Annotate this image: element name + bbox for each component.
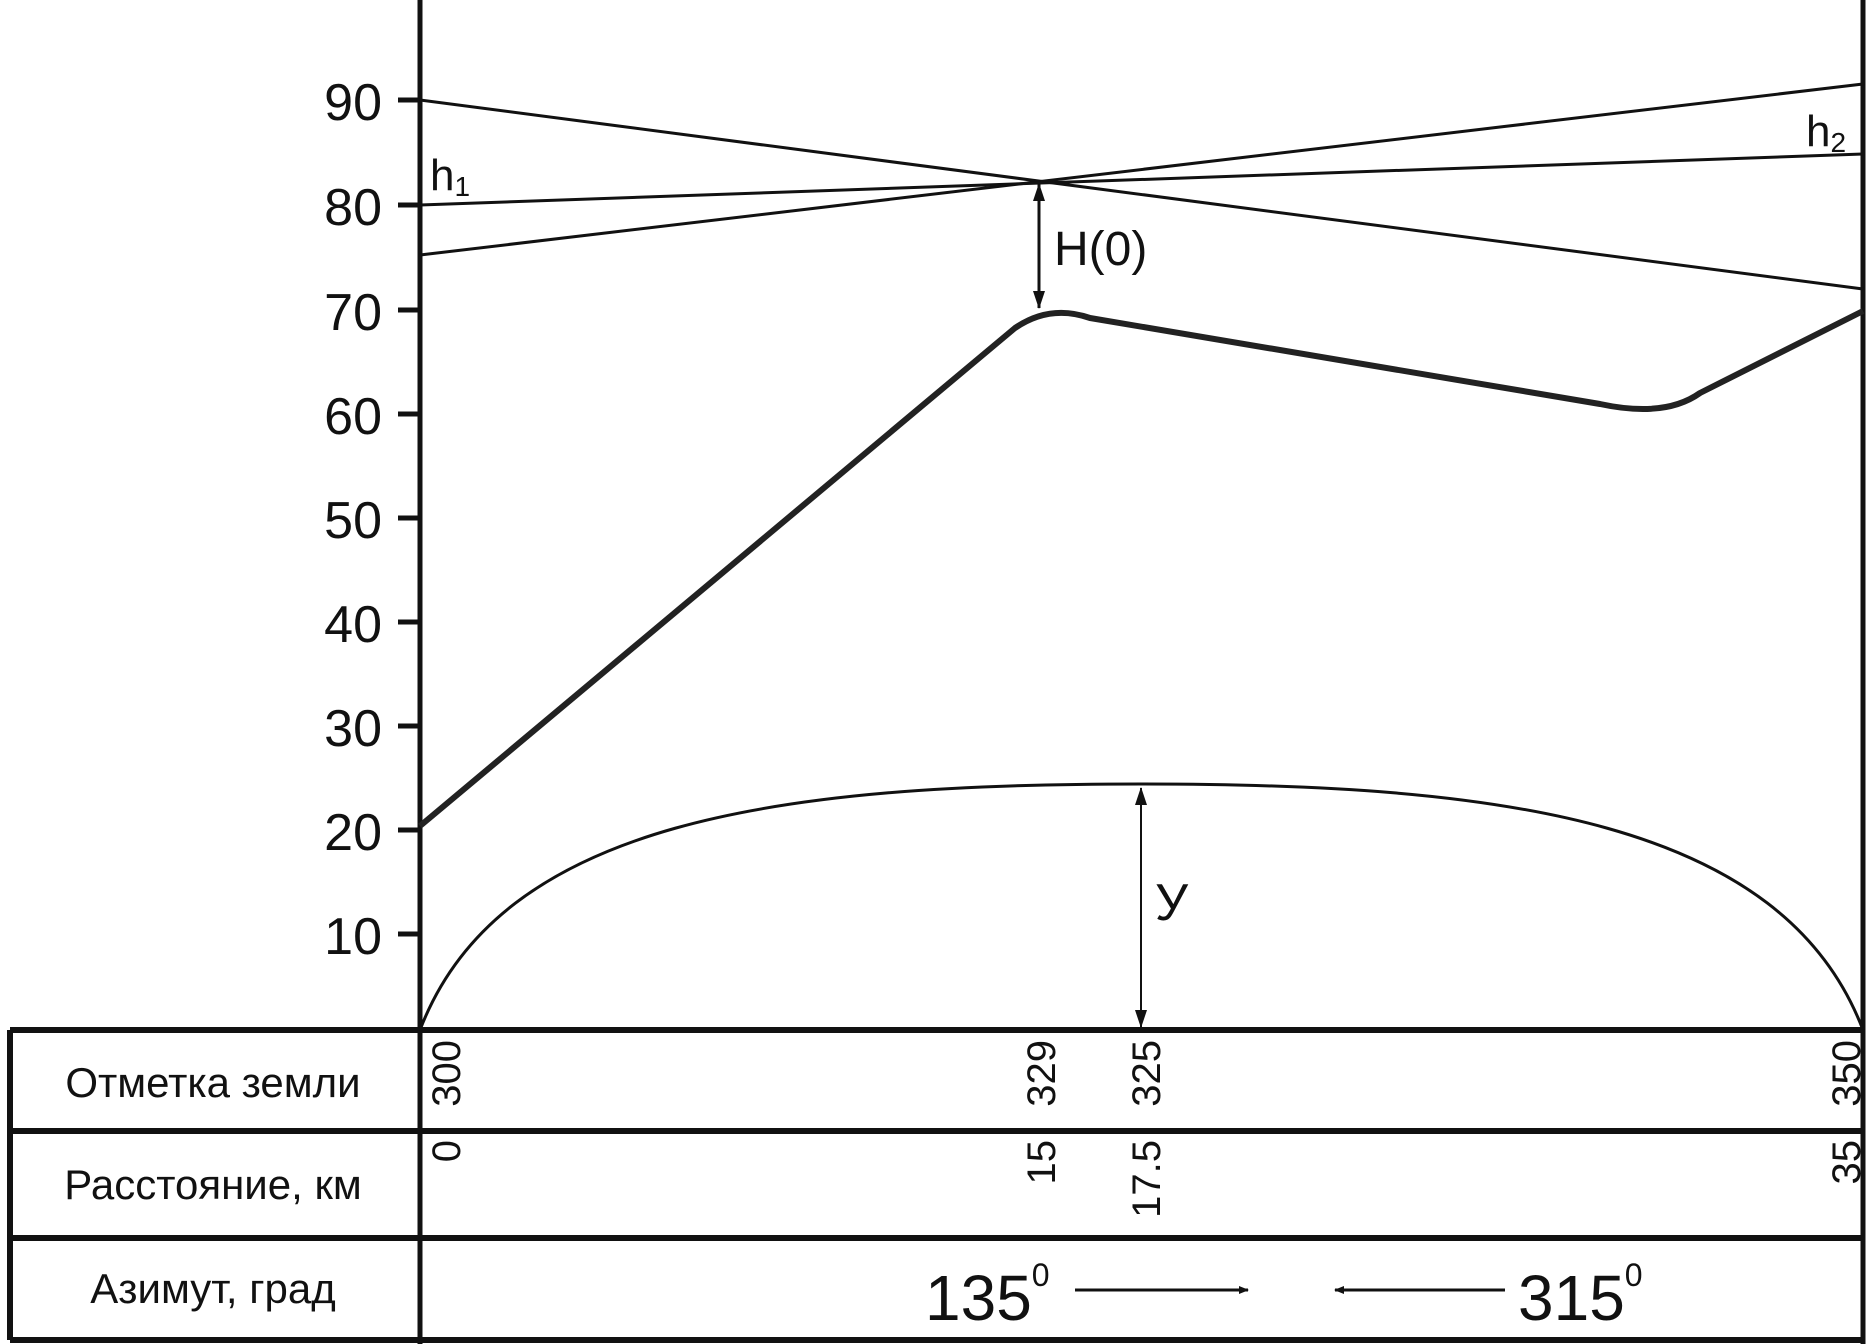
distance-value: 35 [1825, 1140, 1869, 1185]
y-tick-label: 60 [324, 388, 382, 446]
elevation-value: 329 [1020, 1040, 1064, 1107]
y-tick-label: 90 [324, 74, 382, 132]
y-axis-labels: 90 80 70 60 50 40 30 20 10 [324, 74, 382, 966]
row-label-ground-elevation: Отметка земли [65, 1059, 360, 1106]
h2-label: h2 [1806, 107, 1846, 158]
sight-line-upper [419, 82, 1864, 257]
earth-bulge-arc [418, 782, 1865, 1031]
clearance-label: H(0) [1054, 223, 1147, 276]
h1-label: h1 [430, 151, 470, 202]
bulge-label: У [1155, 874, 1189, 932]
y-tick-label: 30 [324, 700, 382, 758]
elevation-value: 325 [1125, 1040, 1169, 1107]
y-tick-label: 10 [324, 908, 382, 966]
azimuth-right-value: 3150 [1518, 1257, 1643, 1334]
sight-line-descending [419, 98, 1864, 291]
elevation-value: 350 [1825, 1040, 1869, 1107]
elevation-value: 300 [425, 1040, 469, 1107]
data-table-grid [7, 1027, 1863, 1343]
row-label-distance: Расстояние, км [64, 1161, 361, 1208]
row-label-azimuth: Азимут, град [90, 1265, 336, 1312]
y-tick-label: 50 [324, 492, 382, 550]
sight-lines [419, 82, 1864, 291]
azimuth-left-value: 1350 [925, 1257, 1050, 1334]
distance-value: 0 [425, 1140, 469, 1162]
y-axis-ticks [398, 97, 420, 937]
y-tick-label: 80 [324, 179, 382, 237]
distance-value: 17.5 [1125, 1140, 1169, 1218]
y-tick-label: 20 [324, 804, 382, 862]
sight-line-lower [419, 152, 1864, 207]
y-tick-label: 40 [324, 596, 382, 654]
terrain-profile-line [418, 308, 1865, 829]
y-tick-label: 70 [324, 284, 382, 342]
distance-value: 15 [1020, 1140, 1064, 1185]
